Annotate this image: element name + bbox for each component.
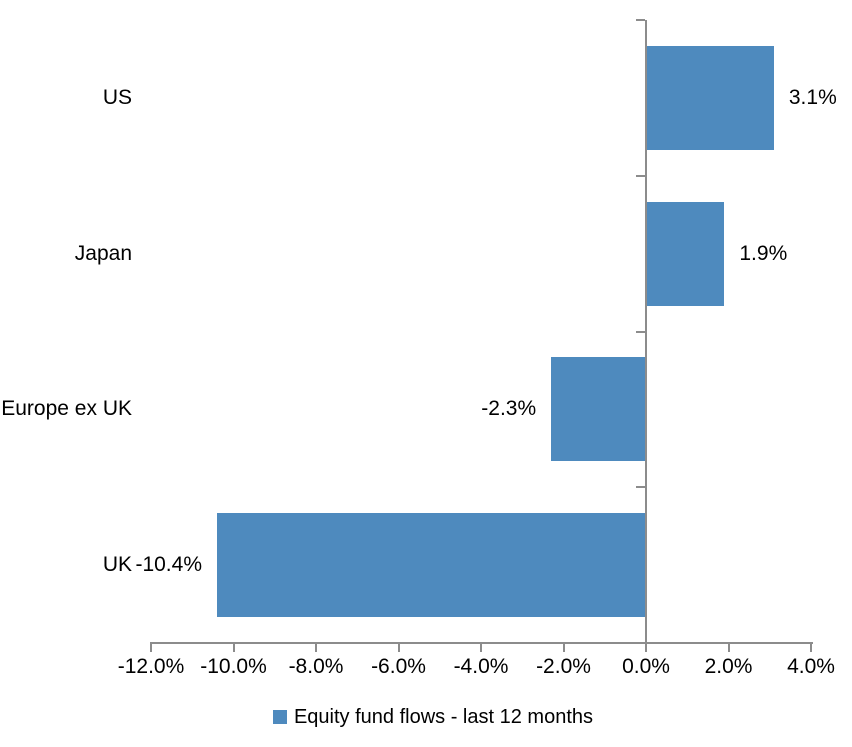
x-tick-label: -12.0% <box>117 655 185 678</box>
data-label: -10.4% <box>135 553 202 577</box>
x-tick-label: -6.0% <box>371 655 426 678</box>
x-axis-tick <box>810 642 812 652</box>
x-axis-tick <box>232 642 235 652</box>
x-tick-label: -8.0% <box>288 655 344 678</box>
category-label: Europe ex UK <box>1 397 132 421</box>
category-axis-tick <box>636 486 645 489</box>
x-axis-tick <box>150 642 152 652</box>
x-axis-line <box>151 642 813 644</box>
data-label: 1.9% <box>739 241 788 265</box>
category-axis-line <box>645 20 647 645</box>
x-tick-label: 0.0% <box>622 655 670 678</box>
bar <box>217 513 646 618</box>
category-axis-tick <box>636 174 645 177</box>
x-axis-tick <box>562 642 565 652</box>
x-tick-label: 4.0% <box>787 655 835 678</box>
x-tick-label: -10.0% <box>200 655 267 678</box>
x-tick-label: -2.0% <box>536 655 591 678</box>
x-axis-tick <box>480 642 482 652</box>
category-label: UK <box>102 553 132 577</box>
legend: Equity fund flows - last 12 months <box>0 701 852 733</box>
bar <box>646 45 774 150</box>
x-axis-tick <box>727 642 730 652</box>
bar <box>551 357 646 462</box>
x-tick-label: 2.0% <box>704 655 753 678</box>
x-axis-tick <box>645 642 647 652</box>
legend-label: Equity fund flows - last 12 months <box>293 705 594 728</box>
data-label: 3.1% <box>788 85 837 109</box>
category-label: US <box>102 85 132 109</box>
category-label: Japan <box>74 241 132 265</box>
x-axis-tick <box>397 642 400 652</box>
x-tick-label: -4.0% <box>453 655 509 678</box>
category-axis-tick <box>636 19 645 21</box>
category-axis-tick <box>636 330 645 333</box>
x-axis-tick <box>315 642 317 652</box>
data-label: -2.3% <box>481 397 537 421</box>
legend-marker-icon <box>272 710 287 724</box>
bar <box>646 201 725 306</box>
